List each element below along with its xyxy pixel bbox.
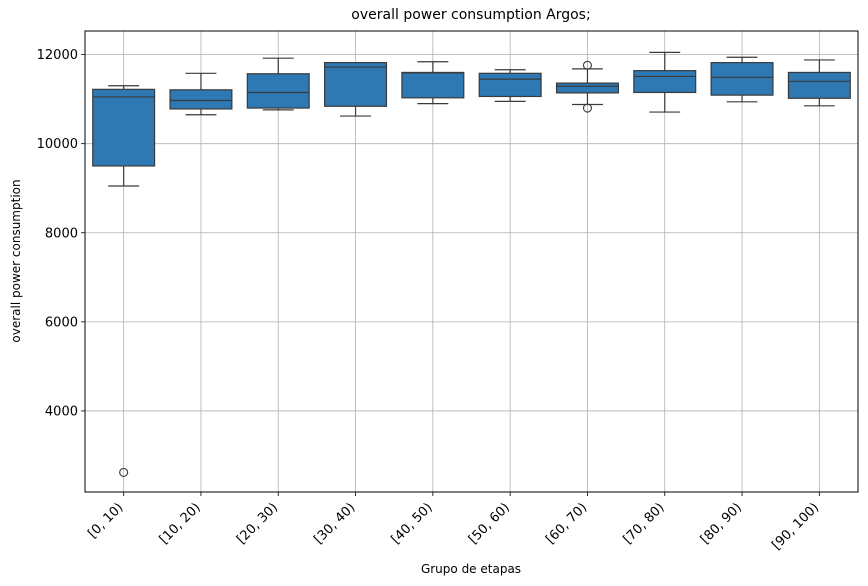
x-tick-label: [50, 60) (466, 500, 513, 547)
box-3 (246, 57, 310, 111)
box-5 (401, 61, 465, 105)
y-tick-label: 10000 (37, 137, 78, 152)
x-tick-label: [40, 50) (389, 500, 436, 547)
box-8 (633, 51, 697, 113)
y-tick-label: 8000 (45, 226, 78, 241)
plot-frame (84, 30, 859, 493)
box-iqr (324, 62, 388, 107)
box-iqr (401, 71, 465, 99)
x-tick-label: [90, 100) (769, 500, 822, 553)
outlier-point (582, 60, 593, 70)
box-iqr (555, 82, 619, 94)
box-iqr (92, 88, 156, 167)
outlier-point (119, 467, 129, 477)
y-tick-label: 12000 (37, 48, 78, 63)
box-iqr (478, 72, 542, 98)
outlier-point (582, 103, 593, 113)
x-ticks: [0, 10) [10, 20) [20, 30) [30, 40) [40, 50) [… (85, 492, 822, 553)
box-2 (169, 72, 233, 116)
x-tick-label: [20, 30) (234, 500, 281, 547)
y-tick-label: 6000 (45, 315, 78, 330)
boxes (92, 51, 851, 477)
y-tick-label: 4000 (45, 404, 78, 419)
box-6 (478, 69, 542, 102)
box-10 (787, 59, 851, 107)
y-ticks: 4000 6000 8000 10000 12000 (37, 48, 85, 419)
box-9 (710, 56, 774, 103)
x-tick-label: [0, 10) (85, 500, 126, 541)
x-tick-label: [30, 40) (311, 500, 358, 547)
y-axis-label: overall power consumption (9, 179, 23, 342)
x-tick-label: [70, 80) (621, 500, 668, 547)
x-tick-label: [60, 70) (543, 500, 590, 547)
box-iqr (710, 62, 774, 96)
box-1 (92, 85, 156, 477)
x-tick-label: [80, 90) (698, 500, 745, 547)
box-4 (324, 62, 388, 117)
box-iqr (633, 70, 697, 94)
chart-title: overall power consumption Argos; (351, 7, 590, 23)
box-iqr (246, 73, 310, 109)
box-iqr (169, 89, 233, 110)
x-tick-label: [10, 20) (157, 500, 204, 547)
x-axis-label: Grupo de etapas (421, 562, 521, 576)
box-iqr (787, 71, 851, 99)
box-7 (555, 60, 619, 113)
